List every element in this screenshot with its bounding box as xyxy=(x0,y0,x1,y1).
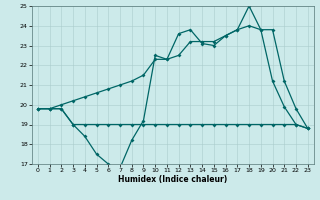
X-axis label: Humidex (Indice chaleur): Humidex (Indice chaleur) xyxy=(118,175,228,184)
